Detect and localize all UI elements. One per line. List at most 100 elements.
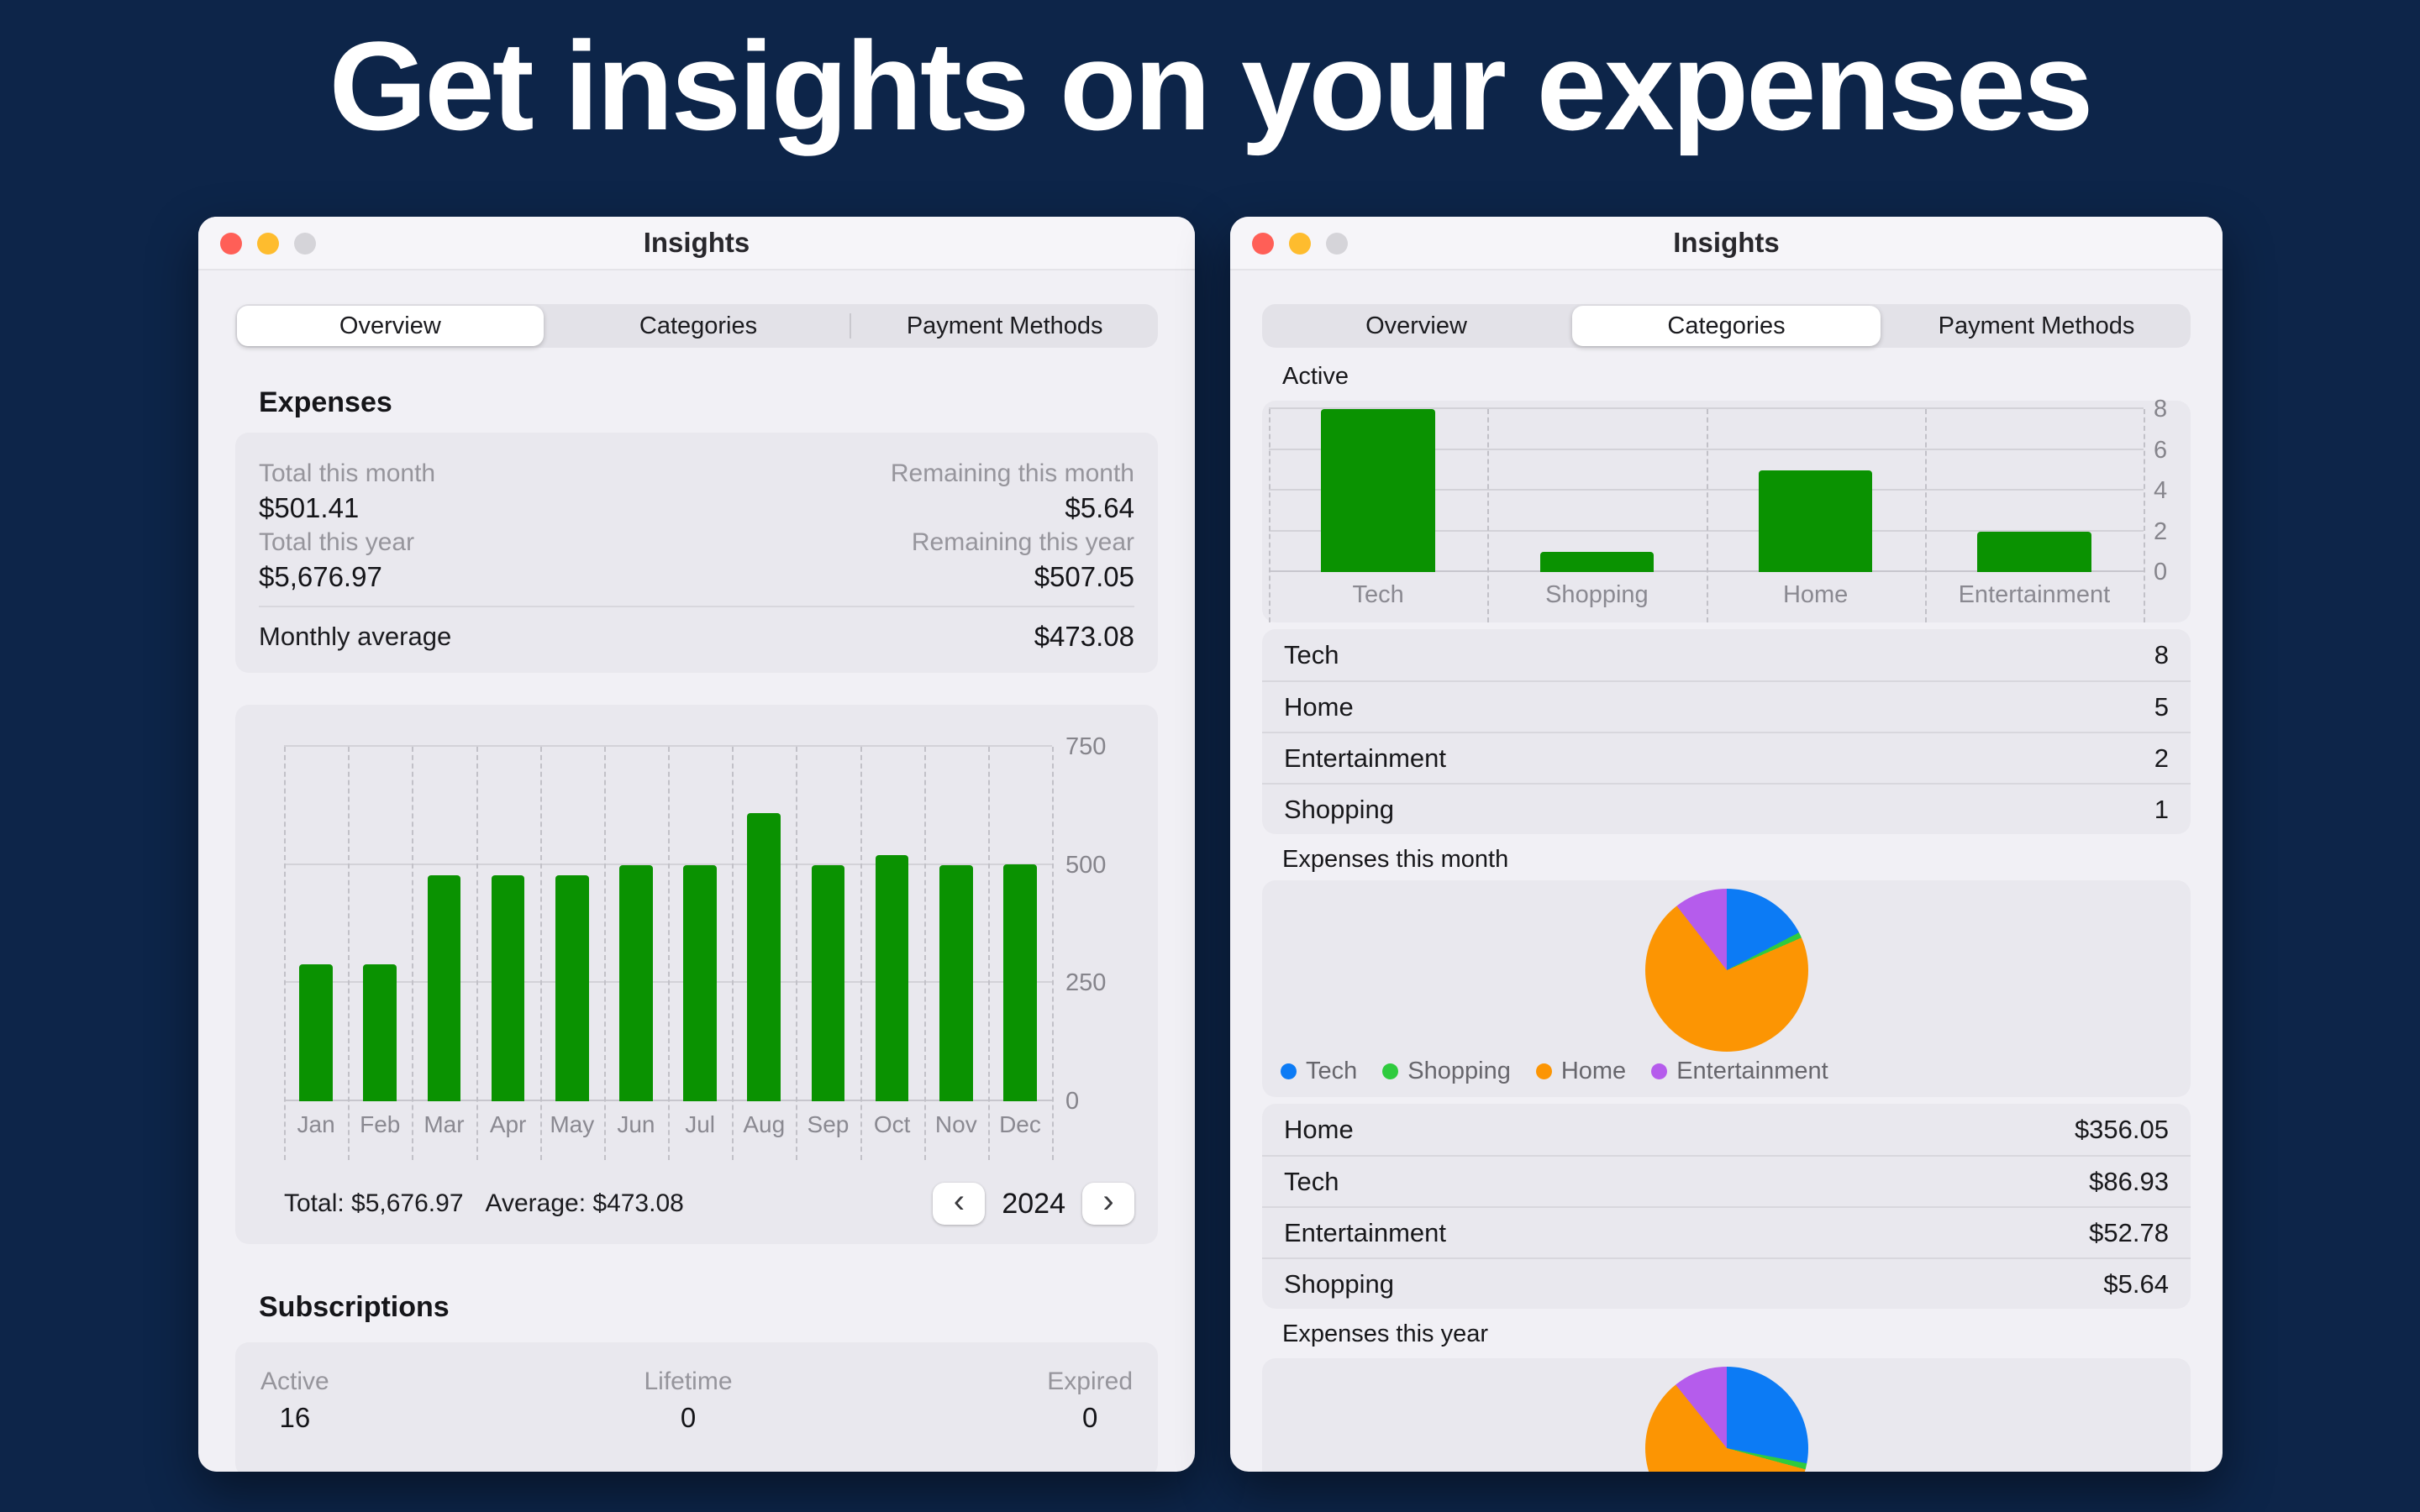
amount-value: $5.64 — [2103, 1268, 2169, 1299]
tab-categories[interactable]: Categories — [1572, 306, 1881, 346]
y-axis-labels: 0 250 500 750 — [1052, 733, 1158, 1115]
x-tick-label: May — [550, 1111, 595, 1137]
category-chart-card: 0 2 4 6 8 Tech Shopping Home Entertainment — [1262, 396, 2191, 622]
gridline — [476, 747, 478, 1160]
zoom-button[interactable] — [1326, 233, 1348, 255]
category-value: 2 — [2154, 743, 2169, 773]
chart-totals: Total: $5,676.97 Average: $473.08 — [284, 1189, 684, 1218]
window-title: Insights — [643, 227, 750, 258]
amount-value: $356.05 — [2074, 1114, 2169, 1144]
gridline — [284, 747, 286, 1160]
year-value: 2024 — [1002, 1187, 1065, 1220]
category-bar-chart: 0 2 4 6 8 Tech Shopping Home Entertainment — [1269, 396, 2191, 622]
gridline — [348, 747, 350, 1160]
tab-overview[interactable]: Overview — [1365, 312, 1467, 339]
tab-bar: Overview Categories Payment Methods — [235, 304, 1158, 348]
subscriptions-card: Active 16 Lifetime 0 Expired 0 — [235, 1342, 1158, 1472]
gridline — [860, 747, 862, 1160]
bar-home — [1758, 470, 1873, 572]
gridline — [284, 745, 1052, 747]
subs-expired-label: Expired — [1047, 1368, 1133, 1395]
category-value: 1 — [2154, 794, 2169, 824]
x-tick-label: Sep — [807, 1111, 850, 1137]
x-tick-label: Feb — [360, 1111, 401, 1137]
category-label: Shopping — [1284, 794, 1395, 824]
chart-legend: Tech Shopping Home Entertainment — [1281, 1058, 1828, 1085]
tab-payment-methods[interactable]: Payment Methods — [906, 312, 1103, 339]
remaining-month-label: Remaining this month — [890, 459, 1134, 487]
year-pie-card — [1262, 1358, 2191, 1472]
bar-dec — [1003, 864, 1037, 1101]
bar-tech — [1321, 409, 1435, 572]
category-label: Tech — [1284, 1166, 1339, 1196]
amount-value: $52.78 — [2089, 1217, 2169, 1247]
subscriptions-heading: Subscriptions — [259, 1291, 450, 1323]
insights-window-categories: Insights Overview Categories Payment Met… — [1230, 217, 2223, 1472]
minimize-button[interactable] — [1289, 233, 1311, 255]
shopping-legend-dot-icon — [1382, 1063, 1399, 1079]
bar-sep — [811, 864, 845, 1101]
tab-overview[interactable]: Overview — [237, 306, 544, 346]
category-label: Shopping — [1284, 1268, 1395, 1299]
tab-payment-methods[interactable]: Payment Methods — [1938, 312, 2135, 339]
monthly-bar-chart: 0 250 500 750 Jan Feb Mar Apr May Jun Jul Aug Sep Oc… — [284, 733, 1158, 1160]
gridline — [987, 747, 990, 1160]
x-tick-label: Jan — [297, 1111, 335, 1137]
x-tick-label: Mar — [424, 1111, 465, 1137]
x-axis-labels: Tech Shopping Home Entertainment — [1269, 579, 2144, 611]
category-label: Entertainment — [1284, 743, 1446, 773]
y-tick-label: 8 — [2154, 396, 2168, 423]
y-tick-label: 2 — [2154, 517, 2168, 545]
legend-item-entertainment: Entertainment — [1651, 1058, 1828, 1085]
gridline — [412, 747, 414, 1160]
close-button[interactable] — [1252, 233, 1274, 255]
bar-apr — [491, 875, 525, 1101]
y-tick-label: 750 — [1065, 733, 1107, 760]
subs-active-value: 16 — [279, 1402, 311, 1433]
divider — [259, 606, 1134, 607]
gridline — [923, 747, 926, 1160]
year-stepper: ‹ 2024 › — [933, 1183, 1134, 1225]
gridline — [1269, 409, 1270, 622]
x-tick-label: Shopping — [1545, 581, 1649, 608]
bar-may — [555, 875, 589, 1101]
close-button[interactable] — [220, 233, 242, 255]
legend-label: Shopping — [1407, 1058, 1511, 1084]
category-label: Home — [1284, 691, 1354, 722]
list-item: Home 5 — [1262, 680, 2191, 732]
active-heading: Active — [1282, 363, 1349, 390]
page-title: Get insights on your expenses — [329, 15, 2094, 156]
bar-shopping — [1539, 551, 1655, 572]
gridline — [1269, 407, 2144, 409]
list-item: Shopping $5.64 — [1262, 1257, 2191, 1309]
gridline — [732, 747, 734, 1160]
tab-categories[interactable]: Categories — [639, 312, 758, 339]
gridline — [1706, 409, 1708, 622]
zoom-button[interactable] — [294, 233, 316, 255]
next-year-button[interactable]: › — [1082, 1183, 1134, 1225]
tech-legend-dot-icon — [1281, 1063, 1297, 1079]
bar-mar — [427, 875, 461, 1101]
list-item: Entertainment $52.78 — [1262, 1206, 2191, 1257]
remaining-year-value: $507.05 — [1034, 561, 1134, 592]
bar-jun — [619, 864, 653, 1101]
expenses-summary-card: Total this month Remaining this month $5… — [235, 433, 1158, 673]
monthly-chart-card: 0 250 500 750 Jan Feb Mar Apr May Jun Jul Aug Sep Oc… — [235, 705, 1158, 1244]
bar-oct — [875, 855, 909, 1101]
gridline — [2144, 409, 2145, 622]
y-tick-label: 4 — [2154, 477, 2168, 504]
subs-expired-value: 0 — [1081, 1402, 1098, 1433]
x-tick-label: Jul — [685, 1111, 716, 1137]
monthly-average-label: Monthly average — [259, 622, 452, 651]
y-tick-label: 0 — [2154, 559, 2168, 585]
x-axis-labels: Jan Feb Mar Apr May Jun Jul Aug Sep Oct Nov Dec — [284, 1110, 1052, 1140]
gridline — [668, 747, 670, 1160]
total-year-label: Total this year — [259, 528, 415, 556]
total-month-value: $501.41 — [259, 492, 360, 523]
x-tick-label: Oct — [873, 1111, 911, 1137]
category-value: 5 — [2154, 691, 2169, 722]
minimize-button[interactable] — [257, 233, 279, 255]
previous-year-button[interactable]: ‹ — [933, 1183, 986, 1225]
subs-lifetime-value: 0 — [680, 1402, 697, 1433]
tab-bar: Overview Categories Payment Methods — [1262, 304, 2191, 348]
